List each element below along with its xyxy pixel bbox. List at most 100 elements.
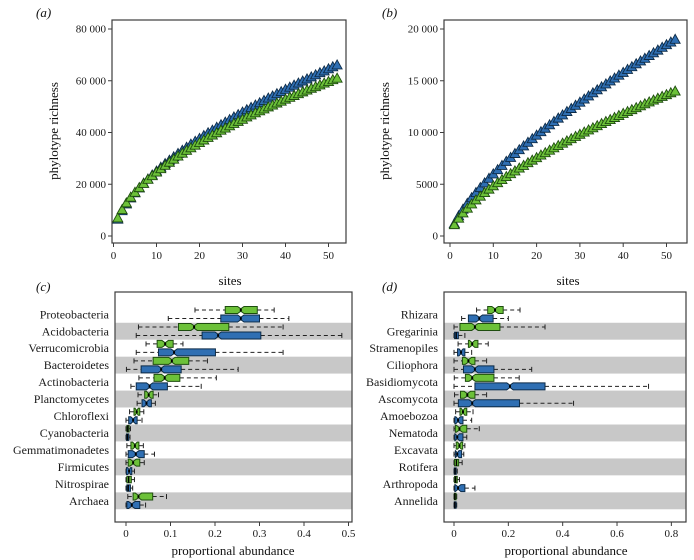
taxon-label: Basidiomycota (366, 375, 439, 389)
taxon-label: Verrucomicrobia (28, 341, 109, 355)
x-tick-label: 0.5 (342, 528, 356, 540)
x-tick-label: 0.3 (253, 528, 267, 540)
panel-b-letter: (b) (382, 5, 398, 20)
boxplot-row-Acidobacteria (135, 322, 343, 340)
taxon-label: Rhizara (401, 307, 439, 321)
box (126, 501, 141, 510)
y-tick-label: 5000 (416, 179, 439, 191)
whiskers (453, 375, 520, 381)
boxplot-row-Nematoda (453, 424, 480, 442)
boxplot-row-Gemmatimonadetes (125, 441, 155, 459)
taxon-label: Excavata (394, 443, 439, 457)
panel-c-xlabel: proportional abundance (171, 543, 295, 558)
whiskers (138, 375, 217, 381)
whiskers (129, 409, 145, 415)
panel-b: 0 5000 10 000 15 000 20 000 0 10 20 30 40 50 (408, 19, 688, 262)
boxplot-row-Bacteroidetes (125, 356, 239, 374)
whiskers (455, 409, 474, 415)
whiskers (125, 417, 143, 423)
box (454, 450, 463, 459)
whiskers (135, 349, 284, 355)
grey-band (115, 458, 352, 476)
boxplot-row-Arthropoda (453, 475, 476, 493)
panel-b-series-green (448, 85, 681, 230)
x-axis: 0 0.2 0.4 0.6 0.8 (451, 522, 679, 540)
whiskers (194, 307, 275, 313)
boxplot-row-Amoebozoa (453, 407, 474, 425)
panel-d-letter: (d) (382, 279, 398, 294)
panel-c-letter: (c) (36, 279, 51, 294)
whiskers (167, 315, 290, 321)
taxon-label: Gemmatimonadetes (13, 443, 109, 457)
triangle-marker (448, 218, 461, 230)
y-tick-label: 10 000 (408, 127, 439, 139)
y-tick-label: 20 000 (76, 179, 107, 191)
panel-b-xlabel: sites (556, 273, 580, 288)
box (132, 492, 154, 501)
x-tick-label: 0.4 (556, 528, 570, 540)
whiskers (130, 383, 202, 389)
triangle-marker (331, 72, 343, 83)
plot-frame (111, 19, 347, 244)
x-tick-label: 20 (194, 250, 206, 262)
x-tick-label: 10 (151, 250, 163, 262)
whiskers (137, 324, 284, 330)
whiskers (135, 332, 343, 338)
y-tick-label: 60 000 (76, 75, 107, 87)
taxon-label: Firmicutes (58, 460, 110, 474)
whiskers (137, 392, 159, 398)
boxplot-row-Cyanobacteria (125, 425, 131, 441)
taxon-label: Ciliophora (387, 358, 439, 372)
boxplot-row-Rotifera (453, 458, 463, 475)
boxplot-row-Ciliophora (453, 356, 533, 374)
taxon-label: Ascomycota (378, 392, 439, 406)
triangle-marker (116, 203, 128, 215)
boxplot-row-Basidiomycota (453, 373, 650, 391)
x-tick-label: 30 (574, 250, 586, 262)
whiskers (133, 358, 208, 364)
x-tick-label: 40 (618, 250, 630, 262)
x-axis: 0 10 20 30 40 50 (111, 243, 335, 262)
whiskers (453, 400, 575, 406)
boxplot-row-Excavata (453, 441, 466, 459)
x-tick-label: 0.6 (610, 528, 624, 540)
taxon-label: Planctomycetes (34, 392, 110, 406)
panel-a-ylabel: phylotype richness (46, 82, 61, 180)
y-tick-label: 15 000 (408, 75, 439, 87)
triangle-marker (120, 196, 133, 208)
box (178, 322, 230, 331)
x-tick-label: 0.2 (208, 528, 222, 540)
x-tick-label: 0.2 (501, 528, 515, 540)
panel-c: 0 0.1 0.2 0.3 0.4 0.5 Proteobacteria Acidobacte… (13, 291, 356, 540)
triangle-marker (331, 59, 343, 70)
x-tick-label: 0 (123, 528, 129, 540)
box (454, 484, 466, 493)
y-tick-label: 40 000 (76, 127, 107, 139)
whiskers (453, 366, 533, 372)
x-tick-label: 0 (451, 528, 457, 540)
taxon-label: Stramenopiles (369, 341, 438, 355)
panel-a-series-green (112, 72, 343, 223)
whiskers (461, 315, 509, 321)
box (464, 373, 495, 382)
taxon-label: Bacteroidetes (44, 358, 110, 372)
x-axis: 0 0.1 0.2 0.3 0.4 0.5 (123, 522, 356, 540)
x-tick-label: 40 (280, 250, 292, 262)
x-tick-label: 50 (323, 250, 335, 262)
whiskers (126, 443, 144, 449)
taxon-label: Gregarinia (387, 324, 439, 338)
boxplot-row-Proteobacteria (167, 306, 290, 323)
boxplot-row-Planctomycetes (136, 390, 159, 408)
box (467, 314, 494, 323)
x-tick-label: 0.4 (297, 528, 311, 540)
y-axis: 0 5000 10 000 15 000 20 000 (408, 24, 444, 243)
plot-frame (443, 291, 687, 523)
taxon-label: Actinobacteria (38, 375, 109, 389)
whiskers (127, 494, 167, 500)
whiskers (453, 358, 488, 364)
panel-a-letter: (a) (36, 5, 52, 20)
taxon-label: Arthropoda (383, 477, 439, 491)
whiskers (453, 349, 473, 355)
taxon-label: Archaea (69, 494, 110, 508)
